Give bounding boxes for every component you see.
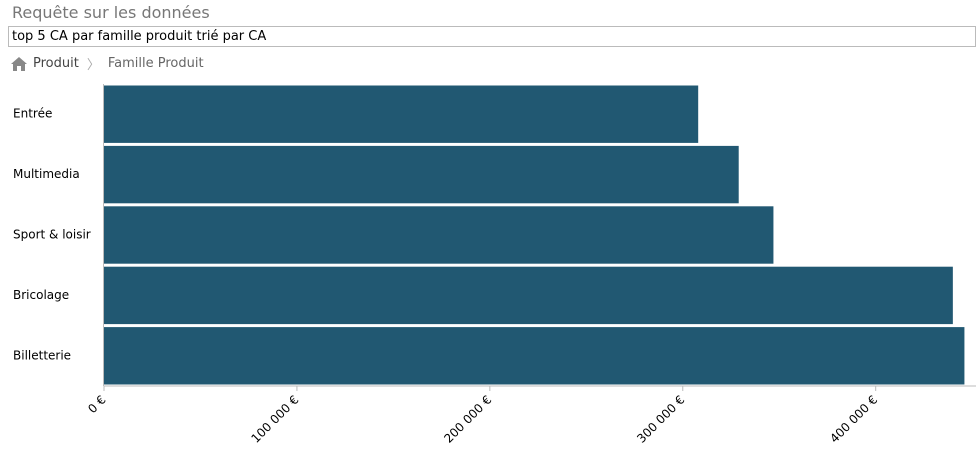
breadcrumb: Produit 〉 Famille Produit [10,54,204,73]
bar [104,145,739,204]
bar [104,327,965,385]
y-tick-label: Bricolage [13,288,69,302]
y-tick-label: Entrée [13,107,52,121]
query-input[interactable]: top 5 CA par famille produit trié par CA [8,26,976,47]
bar [104,206,774,264]
panel-title: Requête sur les données [12,3,210,22]
y-tick-label: Multimedia [13,167,80,181]
home-icon[interactable] [10,56,28,72]
y-tick-label: Billetterie [13,348,71,362]
y-tick-label: Sport & loisir [13,228,91,242]
x-tick-label: 100 000 € [248,393,301,446]
x-tick-label: 0 € [85,393,108,416]
bar [104,266,953,325]
breadcrumb-separator: 〉 [86,58,100,73]
x-tick-label: 400 000 € [827,393,880,446]
x-tick-label: 300 000 € [634,393,687,446]
bar [104,85,699,143]
x-tick-label: 200 000 € [441,393,494,446]
breadcrumb-item[interactable]: Produit [33,56,79,71]
breadcrumb-item: Famille Produit [107,56,204,71]
